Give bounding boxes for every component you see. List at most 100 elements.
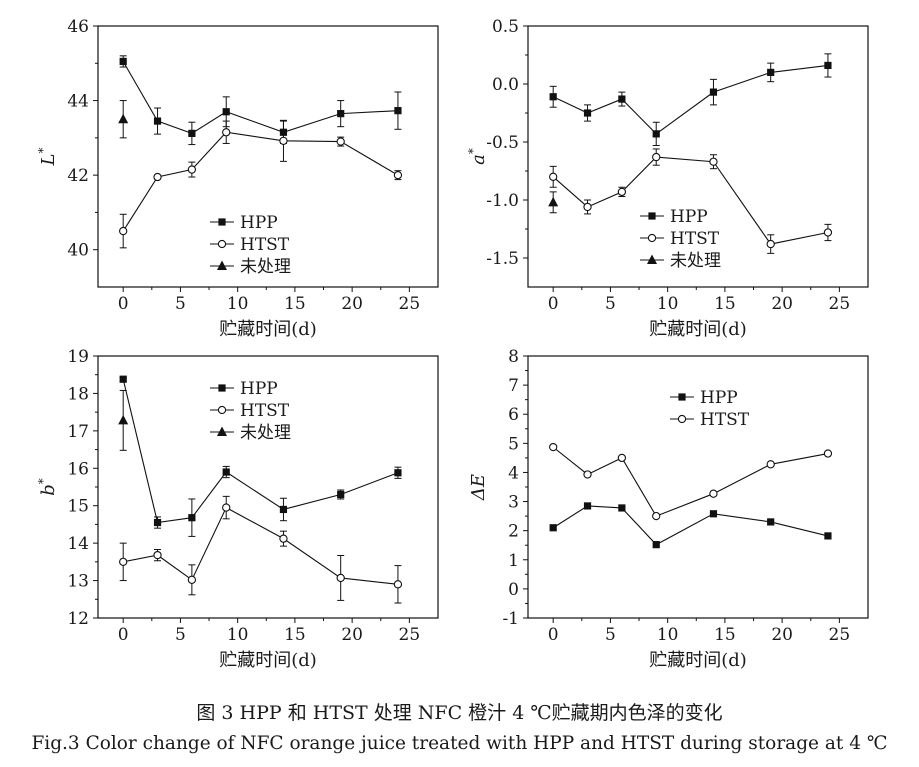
panel-b-star: 0 5 10 15 20 25 12 13 14 15 16 17 18 19 贮藏时间(d) b* HPPHT… — [36, 347, 439, 671]
data-point — [824, 61, 832, 70]
y-tick-label: 12 — [67, 609, 89, 629]
data-point — [618, 95, 626, 103]
data-point — [823, 449, 833, 458]
data-point — [393, 580, 403, 589]
data-point — [394, 469, 402, 477]
x-tick-label: 20 — [341, 294, 363, 314]
y-tick-label: -1.5 — [486, 249, 519, 269]
series-line — [552, 505, 829, 546]
legend-marker — [217, 239, 227, 249]
data-point — [188, 129, 196, 137]
x-tick-label: 10 — [227, 294, 249, 314]
x-tick-label: 0 — [548, 625, 559, 645]
legend-marker — [647, 254, 657, 264]
x-tick-label: 10 — [227, 625, 249, 645]
data-point — [618, 504, 626, 512]
x-tick-label: 20 — [771, 625, 793, 645]
plot-frame — [97, 25, 439, 288]
data-point — [118, 113, 129, 124]
x-axis-label: 贮藏时间(d) — [219, 650, 317, 671]
x-axis-label: 贮藏时间(d) — [219, 319, 317, 340]
y-tick-label: 0.5 — [492, 17, 519, 37]
legend-entry: HTST — [240, 235, 290, 255]
data-point — [652, 511, 661, 521]
data-point — [187, 575, 197, 584]
x-axis-label: 贮藏时间(d) — [649, 319, 747, 340]
data-point — [617, 453, 627, 463]
figure-caption-english: Fig.3 Color change of NFC orange juice t… — [31, 733, 888, 754]
data-point — [119, 57, 127, 66]
y-axis-label-sup: * — [36, 478, 50, 484]
data-point — [222, 128, 231, 137]
data-point — [766, 239, 775, 249]
y-tick-label: 3 — [508, 493, 519, 513]
x-tick-label: 10 — [657, 294, 679, 314]
data-point — [153, 117, 162, 125]
panel-a-star: 0 5 10 15 20 25 0.5 0.0 -0.5 -1.0 -1.5 贮藏时间(d) a* HPP… — [466, 17, 869, 340]
series-HTST — [549, 442, 833, 521]
x-tick-label: 15 — [284, 294, 306, 314]
legend-marker — [218, 384, 226, 392]
series-line — [122, 61, 398, 134]
y-axis-label-sup: * — [36, 148, 50, 154]
plot-frame — [527, 355, 869, 619]
data-point — [652, 130, 660, 138]
data-point — [279, 136, 288, 145]
series-HPP — [119, 55, 402, 146]
legend-entry: 未处理 — [240, 257, 291, 277]
data-point — [583, 470, 592, 479]
data-point — [824, 532, 832, 540]
x-tick-label: 0 — [118, 625, 129, 645]
legend-entry: 未处理 — [240, 423, 291, 443]
data-point — [652, 152, 661, 162]
x-axis-label: 贮藏时间(d) — [649, 650, 747, 671]
series-line — [552, 446, 829, 517]
data-point — [153, 550, 162, 560]
x-tick-label: 25 — [829, 625, 851, 645]
y-axis-label-main: L — [38, 154, 59, 167]
data-point — [394, 107, 402, 115]
data-point — [583, 109, 592, 117]
y-tick-label: 19 — [67, 347, 89, 367]
series-未处理 — [118, 389, 129, 451]
legend-marker — [678, 393, 686, 401]
series-HPP — [549, 53, 832, 146]
x-tick-label: 20 — [341, 625, 363, 645]
y-tick-label: 14 — [67, 534, 89, 554]
series-line — [123, 506, 398, 585]
data-point — [709, 157, 718, 166]
series-未处理 — [548, 191, 559, 214]
x-tick-label: 20 — [771, 294, 793, 314]
legend-entry: HPP — [670, 207, 708, 227]
y-axis-label-main: b — [38, 484, 59, 496]
legend-marker — [218, 218, 226, 226]
y-axis-label-main: ΔE — [468, 474, 489, 501]
data-point — [336, 573, 345, 583]
data-point — [617, 187, 627, 197]
y-tick-label: -1 — [502, 609, 519, 629]
x-tick-label: 15 — [284, 625, 306, 645]
data-point — [279, 505, 288, 514]
x-tick-label: 25 — [399, 294, 421, 314]
plot-frame — [527, 25, 869, 288]
data-point — [709, 88, 718, 96]
y-tick-label: -0.5 — [486, 133, 519, 153]
data-point — [583, 202, 592, 212]
y-axis-label-main: a — [468, 154, 489, 165]
data-point — [548, 196, 559, 207]
data-point — [549, 93, 557, 101]
y-tick-label: 4 — [508, 463, 519, 483]
x-tick-label: 10 — [657, 625, 679, 645]
y-tick-label: 40 — [67, 241, 89, 261]
data-point — [583, 502, 592, 510]
data-point — [118, 414, 129, 425]
y-tick-label: 13 — [67, 572, 89, 592]
x-tick-label: 5 — [175, 625, 186, 645]
legend-entry: 未处理 — [670, 251, 721, 271]
data-point — [393, 170, 403, 180]
x-tick-label: 15 — [714, 625, 736, 645]
